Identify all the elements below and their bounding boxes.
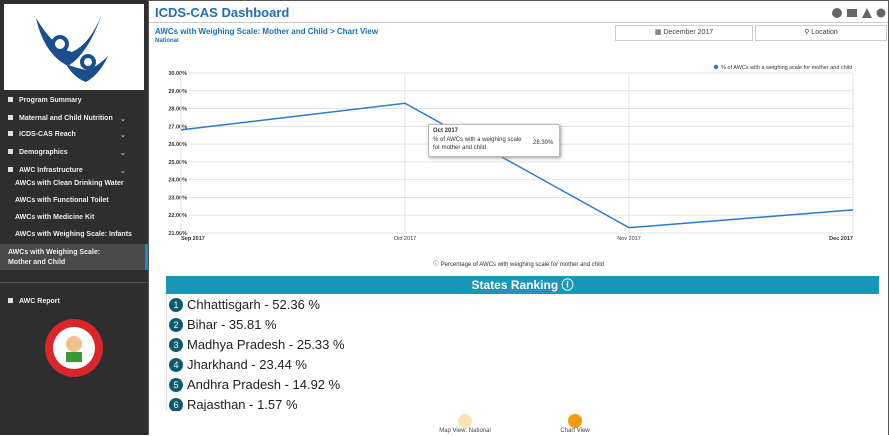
- rank-text: Chhattisgarh - 52.36 %: [187, 297, 320, 312]
- y-tick-label: 30.00%: [168, 71, 187, 77]
- x-tick-label: Oct 2017: [394, 236, 416, 242]
- x-tick-label: Dec 2017: [829, 236, 853, 242]
- ranking-list: 1 Chhattisgarh - 52.36 % 2 Bihar - 35.81 % 3…: [166, 294, 880, 411]
- rank-number: 1: [169, 298, 183, 312]
- page-subtitle: National: [155, 38, 179, 44]
- ranking-row: 3 Madhya Pradesh - 25.33 %: [169, 337, 345, 352]
- view-label[interactable]: Map View: National: [439, 428, 491, 434]
- ranking-row: 1 Chhattisgarh - 52.36 %: [169, 297, 320, 312]
- date-button[interactable]: ▦ December 2017: [615, 25, 753, 41]
- menu-item[interactable]: ICDS-CAS Reach ⌄: [8, 131, 126, 139]
- rank-text: Andhra Pradesh - 14.92 %: [187, 377, 341, 392]
- x-tick-label: Sep 2017: [181, 236, 205, 242]
- submenu-item[interactable]: AWCs with Functional Toilet: [15, 197, 109, 204]
- menu-item[interactable]: Maternal and Child Nutrition ⌄: [8, 115, 126, 123]
- menu-item[interactable]: Demographics ⌄: [8, 149, 126, 157]
- y-tick-label: 22.00%: [168, 213, 187, 219]
- main-panel: ICDS-CAS Dashboard AWCs with Weighing Sc…: [148, 0, 889, 436]
- submenu-item[interactable]: AWCs with Clean Drinking Water: [15, 180, 124, 187]
- chart-caption: ⓘ Percentage of AWCs with weighing scale…: [432, 262, 605, 268]
- ranking-header: States Ranking ⓘ: [166, 276, 879, 294]
- location-button[interactable]: ⚲ Location: [755, 25, 887, 41]
- rank-text: Madhya Pradesh - 25.33 %: [187, 337, 345, 352]
- y-tick-label: 27.00%: [168, 124, 187, 130]
- rank-text: Jharkhand - 23.44 %: [187, 357, 307, 372]
- page-title: AWCs with Weighing Scale: Mother and Chi…: [155, 27, 379, 36]
- sidebar: Program Summary Maternal and Child Nutri…: [0, 0, 148, 435]
- y-tick-label: 26.00%: [168, 142, 187, 148]
- logo-graphic: [36, 14, 108, 82]
- rank-number: 5: [169, 378, 183, 392]
- submenu-item[interactable]: AWCs with Weighing Scale: Infants: [15, 231, 132, 238]
- legend-marker: [713, 64, 719, 70]
- ranking-row: 5 Andhra Pradesh - 14.92 %: [169, 377, 340, 392]
- rank-text: Rajasthan - 1.57 %: [187, 397, 298, 411]
- submenu-item-active[interactable]: AWCs with Weighing Scale: Mother and Chi…: [0, 244, 148, 270]
- legend-label: % of AWCs with a weighing scale for moth…: [721, 65, 852, 71]
- menu-item[interactable]: AWC Infrastructure ⌄: [8, 167, 126, 175]
- series-line: [180, 102, 854, 229]
- view-label[interactable]: Chart View: [560, 428, 590, 434]
- line-chart: 21.00% 22.00% 23.00% 24.00% 25.00% 26.00% 27.0…: [168, 64, 854, 242]
- rank-number: 3: [169, 338, 183, 352]
- header-icons[interactable]: [831, 7, 887, 19]
- menu-item[interactable]: AWC Report: [8, 298, 60, 305]
- rank-number: 6: [169, 398, 183, 411]
- y-tick-label: 28.00%: [168, 107, 187, 113]
- rank-text: Bihar - 35.81 %: [187, 317, 277, 332]
- y-tick-label: 23.00%: [168, 195, 187, 201]
- ranking-row: 4 Jharkhand - 23.44 %: [169, 357, 307, 372]
- app-title: ICDS-CAS Dashboard: [155, 5, 290, 20]
- ranking-row: 2 Bihar - 35.81 %: [169, 317, 277, 332]
- ranking-row: 6 Rajasthan - 1.57 %: [169, 397, 298, 411]
- y-tick-label: 21.00%: [168, 231, 187, 237]
- y-tick-label: 29.00%: [168, 89, 187, 95]
- x-tick-label: Nov 2017: [617, 236, 641, 242]
- view-dot[interactable]: [458, 414, 472, 428]
- menu-item[interactable]: Program Summary: [8, 97, 82, 104]
- rank-number: 2: [169, 318, 183, 332]
- y-tick-label: 25.00%: [168, 160, 187, 166]
- logo: [4, 4, 144, 90]
- y-tick-label: 24.00%: [168, 178, 187, 184]
- badge-logo: [45, 319, 103, 377]
- rank-number: 4: [169, 358, 183, 372]
- tooltip: Oct 2017 % of AWCs with a weighing scale…: [428, 124, 560, 157]
- view-dot-active[interactable]: [568, 414, 582, 428]
- submenu-item[interactable]: AWCs with Medicine Kit: [15, 214, 95, 221]
